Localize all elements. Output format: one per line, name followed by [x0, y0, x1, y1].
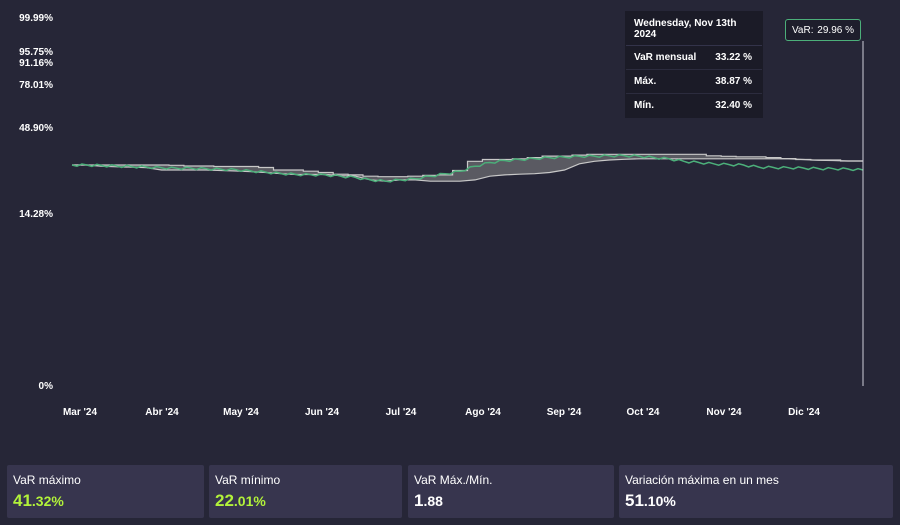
- stat-title: VaR máximo: [13, 473, 81, 487]
- x-axis: Mar '24 Abr '24 May '24 Jun '24 Jul '24 Ago '…: [63, 407, 820, 418]
- stat-value: 1.88: [414, 491, 608, 511]
- x-tick-label: Jun '24: [305, 407, 339, 418]
- y-tick-label: 0%: [39, 381, 54, 392]
- y-tick-label: 14.28%: [19, 209, 53, 220]
- tooltip-row-var: VaR mensual 33.22 %: [626, 46, 762, 70]
- min-line: [72, 158, 863, 182]
- y-tick-label: 78.01%: [19, 80, 53, 91]
- crosshair-value: 29.96 %: [817, 24, 854, 36]
- x-tick-label: Sep '24: [547, 407, 582, 418]
- tooltip-value: 33.22 %: [715, 52, 752, 63]
- stats-cards: VaR máximo 41.32% VaR mínimo 22.01% VaR …: [7, 465, 893, 518]
- tooltip-value: 32.40 %: [715, 100, 752, 111]
- x-tick-label: Ago '24: [465, 407, 501, 418]
- stat-value-dec: .10%: [643, 493, 676, 509]
- x-tick-label: May '24: [223, 407, 259, 418]
- x-tick-label: Mar '24: [63, 407, 98, 418]
- stat-value: 51.10%: [625, 491, 887, 511]
- stat-title: VaR Máx./Mín.: [414, 473, 493, 487]
- tooltip-row-max: Máx. 38.87 %: [626, 70, 762, 94]
- crosshair-var-label: VaR: 29.96 %: [785, 19, 861, 41]
- stat-title: VaR mínimo: [215, 473, 281, 487]
- stat-value: 41.32%: [13, 491, 198, 511]
- stat-value-dec: .88: [423, 493, 443, 509]
- tooltip-row-min: Mín. 32.40 %: [626, 94, 762, 117]
- var-chart: 99.99% 95.75%91.16% 78.01% 48.90% 14.28% 0% M…: [19, 13, 864, 418]
- tooltip: Wednesday, Nov 13th 2024 VaR mensual 33.…: [625, 11, 763, 118]
- var-line: [71, 153, 864, 183]
- tooltip-label: VaR mensual: [634, 52, 697, 63]
- x-tick-label: Nov '24: [706, 407, 742, 418]
- stat-card-var-min: VaR mínimo 22.01%: [209, 465, 402, 518]
- y-tick-label: 95.75%: [19, 47, 53, 58]
- y-tick-label: 99.99%: [19, 13, 53, 24]
- stat-value-int: 22: [215, 491, 234, 510]
- stat-card-var-max: VaR máximo 41.32%: [7, 465, 204, 518]
- stat-value-dec: .32%: [31, 493, 64, 509]
- stat-value-int: 41: [13, 491, 32, 510]
- tooltip-date: Wednesday, Nov 13th 2024: [626, 12, 762, 46]
- x-tick-label: Jul '24: [386, 407, 417, 418]
- stat-value-int: 1: [414, 491, 424, 510]
- stat-value-int: 51: [625, 491, 644, 510]
- stat-card-max-variation: Variación máxima en un mes 51.10%: [619, 465, 893, 518]
- stat-card-var-ratio: VaR Máx./Mín. 1.88: [408, 465, 614, 518]
- y-axis: 99.99% 95.75%91.16% 78.01% 48.90% 14.28% 0%: [19, 13, 53, 392]
- stat-title: Variación máxima en un mes: [625, 473, 779, 487]
- crosshair-label: VaR:: [792, 24, 814, 36]
- stat-value: 22.01%: [215, 491, 396, 511]
- x-tick-label: Abr '24: [145, 407, 179, 418]
- y-tick-label: 48.90%: [19, 123, 53, 134]
- tooltip-label: Máx.: [634, 76, 657, 87]
- tooltip-value: 38.87 %: [715, 76, 752, 87]
- y-tick-label: 91.16%: [19, 58, 53, 69]
- x-tick-label: Oct '24: [627, 407, 660, 418]
- max-line: [72, 153, 863, 178]
- x-tick-label: Dic '24: [788, 407, 820, 418]
- stat-value-dec: .01%: [233, 493, 266, 509]
- tooltip-label: Mín.: [634, 100, 654, 111]
